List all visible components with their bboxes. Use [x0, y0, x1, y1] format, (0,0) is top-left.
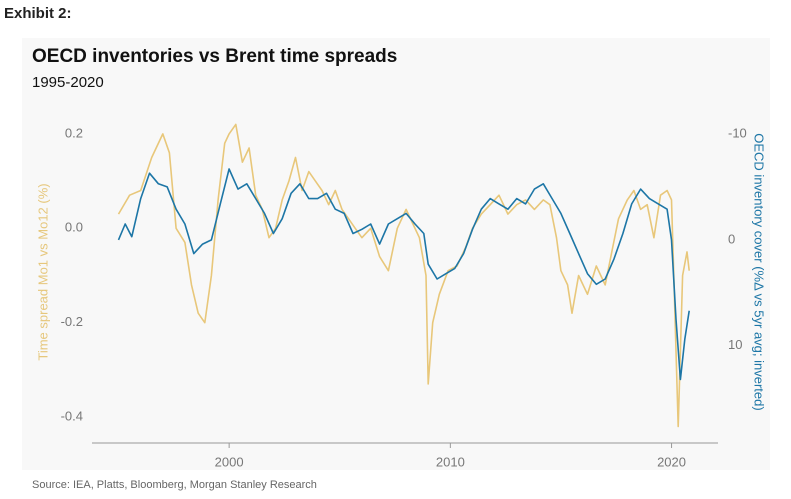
y2-tick-label: -10	[728, 125, 747, 140]
exhibit-label: Exhibit 2:	[4, 5, 72, 22]
series-line	[117, 123, 690, 428]
y2-axis-label: OECD inventory cover (%Δ vs 5yr avg; inv…	[752, 133, 767, 410]
y-tick-label: -0.4	[61, 408, 83, 423]
chart-subtitle: 1995-2020	[32, 74, 104, 91]
x-tick-label: 2010	[436, 454, 465, 469]
chart-panel	[22, 38, 770, 470]
y-tick-label: 0.0	[65, 220, 83, 235]
y-tick-label: -0.2	[61, 314, 83, 329]
chart-title: OECD inventories vs Brent time spreads	[32, 46, 397, 67]
y-axis-label: Time spread Mo1 vs Mo12 (%)	[35, 183, 50, 360]
series-line	[117, 168, 690, 381]
y-tick-label: 0.2	[65, 125, 83, 140]
source-note: Source: IEA, Platts, Bloomberg, Morgan S…	[32, 479, 317, 491]
y2-tick-label: 0	[728, 231, 735, 246]
x-tick-label: 2000	[215, 454, 244, 469]
x-tick-label: 2020	[657, 454, 686, 469]
y2-tick-label: 10	[728, 337, 742, 352]
